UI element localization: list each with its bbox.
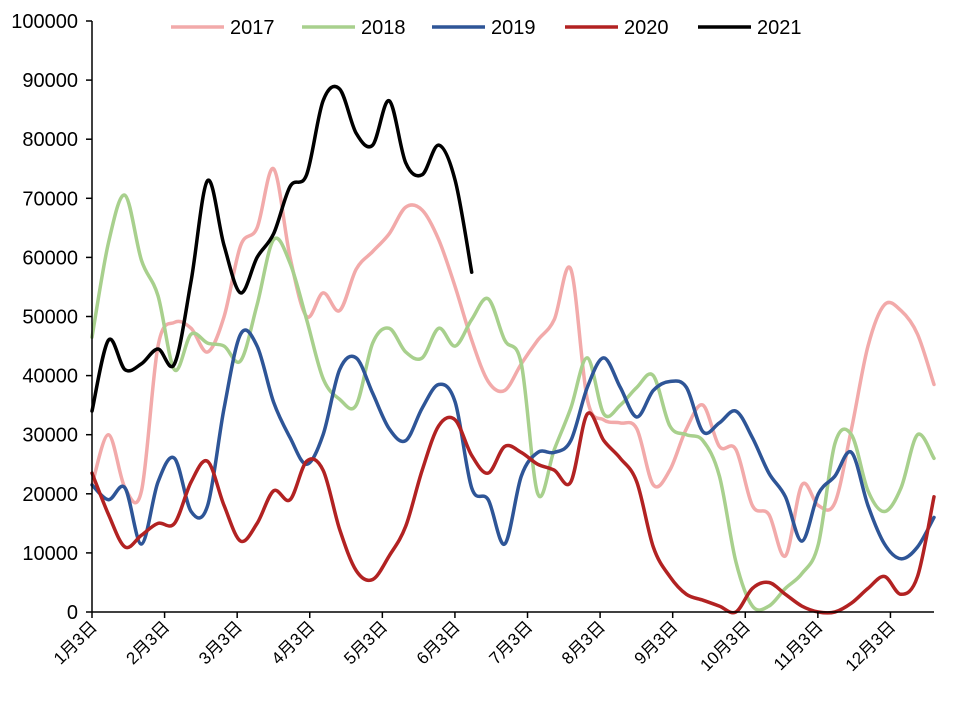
series-line-2018 [90, 193, 936, 612]
x-tick-label: 4月3日 [268, 617, 319, 668]
y-tick-label: 40000 [22, 366, 78, 388]
x-tick-label: 3月3日 [195, 617, 246, 668]
x-tick-label: 7月3日 [485, 617, 536, 668]
x-tick-label: 2月3日 [123, 617, 174, 668]
x-axis-ticks: 1月3日 2月3日 3月3日 4月3日 5月3日 6月3日 7月3日 8月3日 9月3日 10月3… [50, 612, 899, 675]
y-tick-label: 30000 [22, 425, 78, 447]
series-lines [90, 84, 936, 615]
legend-label-2018: 2018 [361, 17, 406, 39]
y-axis-ticks: 0 10000 20000 30000 40000 50000 60000 70000 8000… [11, 11, 92, 624]
legend-label-2021: 2021 [757, 17, 802, 39]
y-tick-label: 10000 [22, 543, 78, 565]
legend-label-2019: 2019 [491, 17, 536, 39]
series-line-2021 [90, 84, 474, 413]
x-tick-label: 8月3日 [558, 617, 609, 668]
y-tick-label: 70000 [22, 188, 78, 210]
x-tick-label: 5月3日 [340, 617, 391, 668]
y-tick-label: 50000 [22, 307, 78, 329]
y-tick-label: 0 [67, 602, 78, 624]
y-tick-label: 90000 [22, 70, 78, 92]
x-tick-label: 10月3日 [697, 617, 755, 675]
legend-label-2017: 2017 [230, 17, 275, 39]
y-tick-label: 60000 [22, 247, 78, 269]
series-line-2019 [90, 328, 936, 561]
x-tick-label: 12月3日 [842, 617, 900, 675]
x-tick-label: 11月3日 [770, 617, 827, 674]
x-tick-label: 6月3日 [413, 617, 464, 668]
series-line-2020 [90, 411, 936, 615]
y-tick-label: 20000 [22, 484, 78, 506]
legend: 2017 2018 2019 2020 2021 [171, 17, 802, 39]
x-tick-label: 1月3日 [50, 617, 101, 668]
y-tick-label: 80000 [22, 129, 78, 151]
legend-label-2020: 2020 [624, 17, 669, 39]
x-tick-label: 9月3日 [631, 617, 682, 668]
y-tick-label: 100000 [11, 11, 78, 33]
series-line-2017 [90, 167, 936, 558]
